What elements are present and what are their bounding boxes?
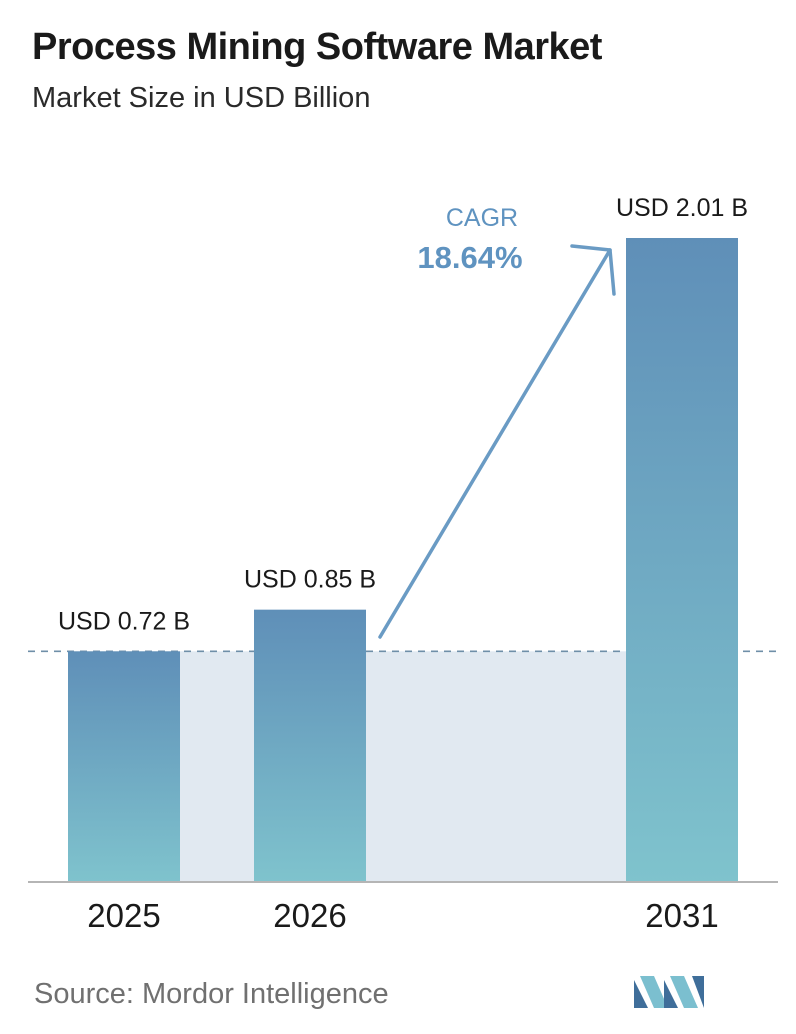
data-label-2031: USD 2.01 B [616, 194, 748, 222]
data-label-2025: USD 0.72 B [58, 607, 190, 635]
source-text: Source: Mordor Intelligence [34, 978, 389, 1010]
cagr-label: CAGR [446, 204, 518, 232]
chart-subtitle: Market Size in USD Billion [32, 82, 371, 114]
cagr-value: 18.64% [417, 240, 522, 275]
bar-2031 [626, 238, 738, 882]
x-tick-label-2031: 2031 [645, 897, 718, 934]
x-tick-label-2026: 2026 [273, 897, 346, 934]
bar-chart: USD 0.72 B 2025 USD 0.85 B 2026 USD 2.01 B 20… [28, 194, 782, 934]
chart-title: Process Mining Software Market [32, 26, 602, 68]
data-label-2026: USD 0.85 B [244, 566, 376, 594]
x-tick-label-2025: 2025 [87, 897, 160, 934]
bar-2026 [254, 609, 366, 882]
cagr-arrow [378, 244, 616, 639]
mordor-intelligence-logo-icon [634, 976, 704, 1008]
bar-2025 [68, 651, 180, 882]
